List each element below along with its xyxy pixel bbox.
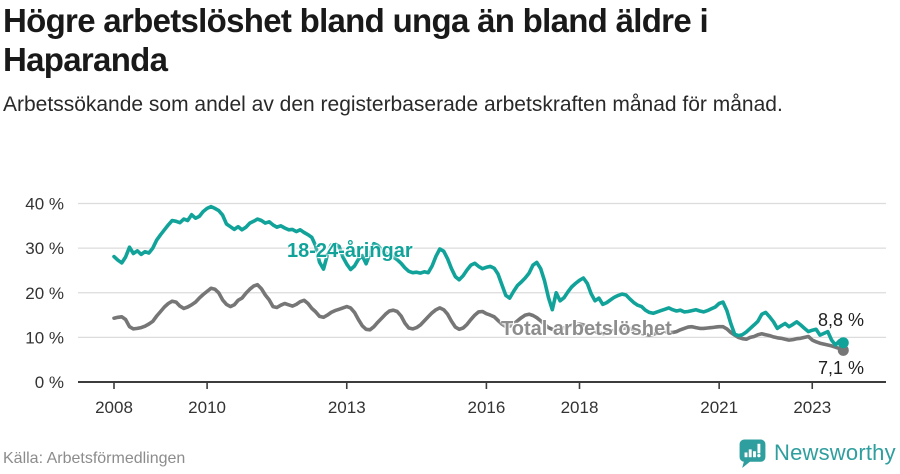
end-value-youth: 8,8 % [817, 310, 864, 330]
x-axis-tick-label: 2021 [700, 398, 738, 417]
x-axis-tick-label: 2023 [793, 398, 831, 417]
x-axis-tick-label: 2010 [188, 398, 226, 417]
series-end-dot [837, 337, 849, 349]
newsworthy-wordmark: Newsworthy [774, 440, 896, 465]
series-end-dot [837, 344, 849, 356]
y-axis-tick-label: 0 % [35, 373, 64, 392]
x-axis-tick-label: 2018 [561, 398, 599, 417]
x-axis-tick-label: 2016 [467, 398, 505, 417]
newsworthy-logo[interactable]: Newsworthy [738, 437, 896, 469]
y-axis-tick-label: 20 % [25, 284, 64, 303]
y-axis-tick-label: 30 % [25, 239, 64, 258]
newsworthy-icon [739, 439, 766, 468]
end-value-total: 7,1 % [817, 358, 864, 378]
x-axis-tick-label: 2013 [328, 398, 366, 417]
speech-bubble-shape [739, 439, 766, 468]
x-axis-tick-label: 2008 [95, 398, 133, 417]
series-line-18-24-ringar [112, 204, 846, 347]
y-axis-tick-label: 40 % [25, 195, 64, 214]
series-label-total: Total arbetslöshet [501, 318, 672, 340]
chart-subtitle: Arbetssökande som andel av den registerb… [3, 93, 783, 116]
mini-bar-chart [744, 443, 761, 457]
y-axis-tick-label: 10 % [25, 328, 64, 347]
series-line-total-arbetsl-shet [112, 282, 846, 353]
source-attribution: Källa: Arbetsförmedlingen [3, 450, 186, 467]
series-label-youth: 18-24-åringar [287, 240, 413, 262]
chart-title: Högre arbetslöshet bland unga än bland ä… [3, 2, 709, 78]
